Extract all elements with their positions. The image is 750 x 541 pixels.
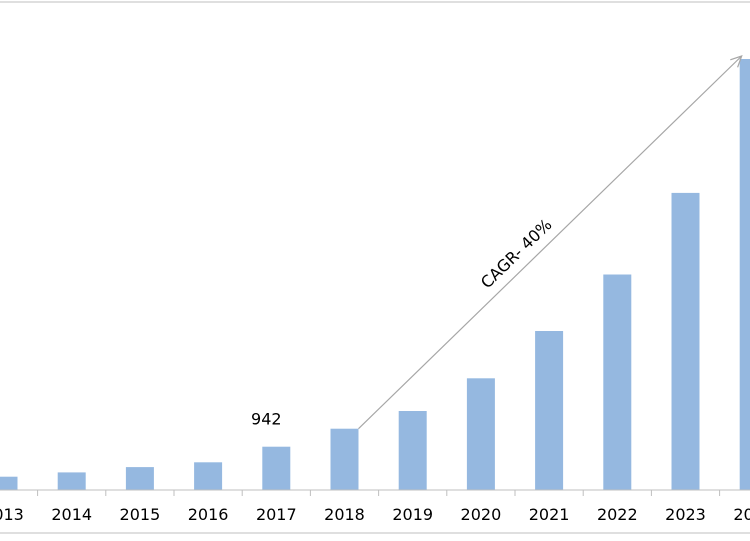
data-label-2017: 942	[251, 410, 282, 429]
x-tick-label-2017: 2017	[256, 505, 297, 524]
x-tick-label-2023: 2023	[665, 505, 706, 524]
bar-2016	[194, 462, 223, 490]
x-tick-label-2024: 2024	[733, 505, 750, 524]
x-tick-label-2013: 2013	[0, 505, 24, 524]
bar-2013	[0, 476, 18, 490]
x-tick-label-2015: 2015	[120, 505, 161, 524]
bar-2019	[398, 411, 427, 490]
x-tick-label-2021: 2021	[529, 505, 570, 524]
cagr-arrow-head	[730, 55, 743, 68]
x-axis-tick-labels: 2013 2014 2015 2016 2017 2018 2019 2020 2021 2022…	[0, 505, 750, 524]
x-tick-label-2014: 2014	[51, 505, 92, 524]
bar-2023	[671, 192, 700, 490]
x-axis-ticks	[37, 490, 721, 496]
bar-2015	[125, 467, 154, 490]
bar-2017	[262, 446, 291, 490]
bar-2014	[57, 472, 86, 490]
bar-2024	[739, 59, 750, 490]
cagr-arrow-line	[358, 55, 743, 430]
x-tick-label-2016: 2016	[188, 505, 229, 524]
x-tick-label-2022: 2022	[597, 505, 638, 524]
bar-2022	[603, 274, 632, 490]
x-tick-label-2019: 2019	[392, 505, 433, 524]
bar-2020	[466, 378, 495, 490]
x-tick-label-2020: 2020	[461, 505, 502, 524]
data-labels: 942	[251, 410, 282, 429]
bar-2021	[535, 331, 564, 490]
bar-series	[0, 59, 750, 490]
x-tick-label-2018: 2018	[324, 505, 365, 524]
bar-2018	[330, 428, 359, 490]
